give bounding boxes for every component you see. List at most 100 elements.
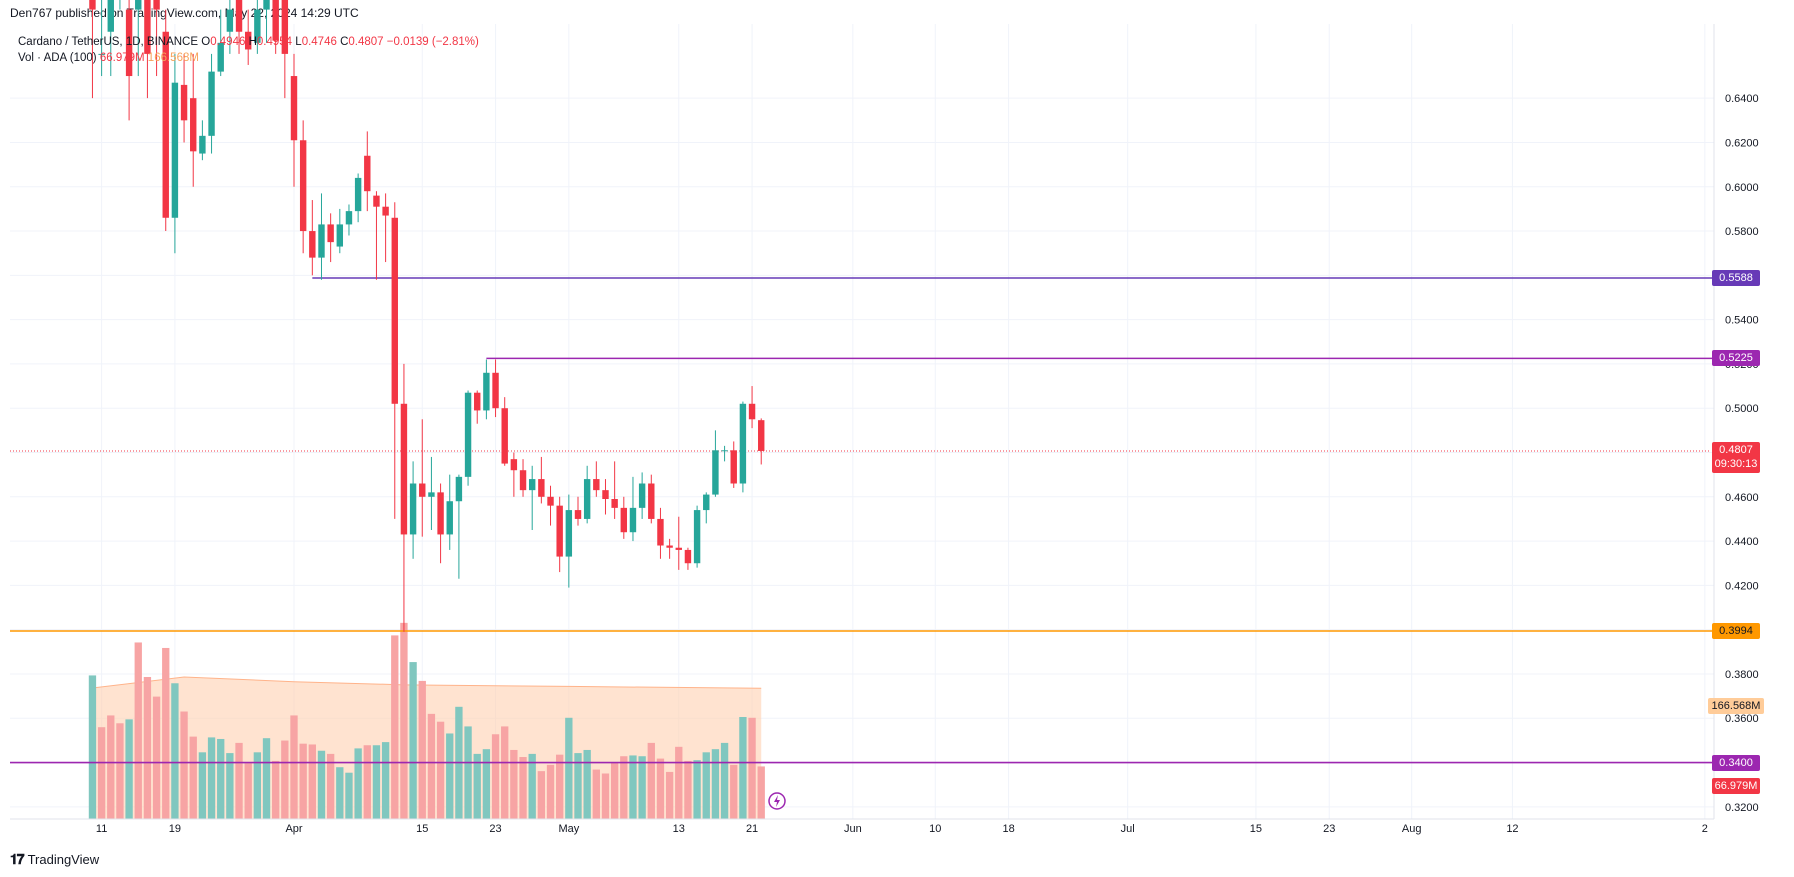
candle-body-50 — [547, 496, 554, 506]
candle-body-20 — [272, 0, 279, 41]
volume-bar-12 — [198, 752, 207, 819]
volume-bar-51 — [556, 754, 564, 819]
y-tick-label-11: 0.5400 — [1725, 315, 1759, 327]
candle-body-69 — [721, 450, 728, 452]
symbol-label: Cardano / TetherUS, 1D, BINANCE — [18, 36, 199, 48]
candle-body-27 — [336, 224, 344, 247]
candle-body-39 — [446, 501, 453, 535]
volume-bar-66 — [693, 760, 701, 819]
volume-bar-50 — [546, 764, 555, 819]
candle-body-47 — [519, 470, 527, 491]
volume-bar-46 — [510, 749, 518, 819]
candle-body-9 — [171, 82, 179, 218]
candle-body-62 — [657, 518, 664, 546]
volume-bar-0 — [88, 675, 97, 819]
candle-body-55 — [593, 479, 600, 491]
lightning-icon[interactable] — [768, 792, 786, 810]
volume-bar-32 — [381, 742, 390, 819]
x-tick-label-3: 15 — [416, 823, 428, 835]
volume-bar-47 — [519, 757, 527, 819]
volume-bar-70 — [730, 764, 738, 819]
volume-bar-24 — [308, 744, 316, 819]
candle-body-43 — [483, 372, 490, 411]
volume-bar-42 — [473, 753, 481, 819]
candle-body-6 — [144, 0, 151, 54]
volume-bar-34 — [400, 622, 408, 819]
candle-body-66 — [693, 510, 701, 564]
volume-bar-62 — [656, 758, 665, 819]
volume-bar-18 — [253, 752, 262, 819]
candle-body-57 — [611, 499, 618, 508]
volume-bar-43 — [482, 749, 491, 819]
high-value: 0.4954 — [256, 36, 293, 48]
y-tick-label-7: 0.4600 — [1725, 492, 1759, 504]
volume-value: 66.979M — [99, 52, 145, 64]
ohlc-row: Cardano / TetherUS, 1D, BINANCE O0.4946 … — [18, 36, 479, 48]
volume-bar-41 — [464, 726, 472, 819]
volume-bar-53 — [574, 753, 582, 819]
candle-body-71 — [739, 403, 747, 484]
volume-bar-38 — [436, 721, 445, 819]
candle-body-8 — [162, 31, 169, 218]
footer-brand[interactable]: 𝟏𝟕 TradingView — [10, 851, 99, 868]
candle-body-11 — [190, 98, 197, 152]
volume-bar-52 — [565, 717, 573, 819]
volume-ma-value: 166.568M — [147, 52, 199, 64]
candles — [89, 0, 765, 632]
volume-bar-72 — [748, 717, 756, 819]
low-value: 0.4746 — [301, 36, 337, 48]
candle-body-10 — [180, 84, 188, 121]
volume-bar-59 — [629, 755, 637, 819]
candle-body-73 — [758, 420, 765, 451]
x-tick-label-12: 15 — [1250, 823, 1262, 835]
candle-body-5 — [135, 0, 142, 10]
volume-bar-55 — [592, 769, 600, 819]
volume-tag: 66.979M — [1712, 778, 1760, 794]
volume-bar-67 — [702, 752, 710, 819]
volume-bar-14 — [217, 738, 225, 819]
volume-bar-61 — [647, 742, 655, 819]
volume-bar-21 — [281, 740, 289, 819]
candle-body-0 — [89, 0, 96, 10]
volume-bar-5 — [134, 642, 142, 819]
candle-body-65 — [684, 549, 692, 564]
candle-body-18 — [254, 9, 261, 43]
candle-body-40 — [455, 476, 463, 502]
candle-body-63 — [666, 545, 673, 548]
candle-body-12 — [199, 135, 206, 154]
x-tick-label-8: Jun — [844, 823, 862, 835]
candle-body-51 — [556, 505, 563, 557]
x-tick-label-14: Aug — [1402, 823, 1422, 835]
level-tag-3400: 0.3400 — [1712, 754, 1760, 771]
y-tick-label-3: 0.3800 — [1725, 669, 1759, 681]
candle-body-53 — [574, 510, 582, 519]
candle-body-34 — [400, 403, 408, 535]
candle-body-25 — [318, 224, 325, 258]
x-tick-label-2: Apr — [285, 823, 302, 835]
candle-body-70 — [730, 450, 737, 484]
x-tick-label-11: Jul — [1121, 823, 1135, 835]
level-tag-5588: 0.5588 — [1712, 270, 1760, 286]
volume-bar-27 — [336, 767, 344, 819]
x-tick-label-13: 23 — [1323, 823, 1335, 835]
candle-body-60 — [638, 483, 646, 508]
volume-bar-7 — [152, 696, 161, 819]
candle-body-31 — [373, 195, 380, 207]
candle-body-67 — [703, 494, 710, 511]
x-tick-label-0: 11 — [96, 823, 107, 835]
candle-body-23 — [299, 140, 307, 232]
volume-bar-71 — [739, 717, 747, 819]
volume-bar-2 — [107, 715, 115, 819]
candle-body-64 — [675, 547, 682, 550]
volume-bar-4 — [125, 719, 133, 819]
volume-bar-9 — [171, 683, 179, 819]
x-tick-label-6: 13 — [673, 823, 685, 835]
x-tick-label-16: 2 — [1702, 823, 1708, 835]
volume-bar-19 — [262, 738, 271, 819]
volume-bar-17 — [244, 763, 252, 819]
volume-bar-11 — [189, 736, 197, 819]
candle-body-46 — [510, 459, 518, 471]
candle-body-56 — [602, 490, 609, 500]
x-tick-label-5: May — [558, 823, 579, 835]
